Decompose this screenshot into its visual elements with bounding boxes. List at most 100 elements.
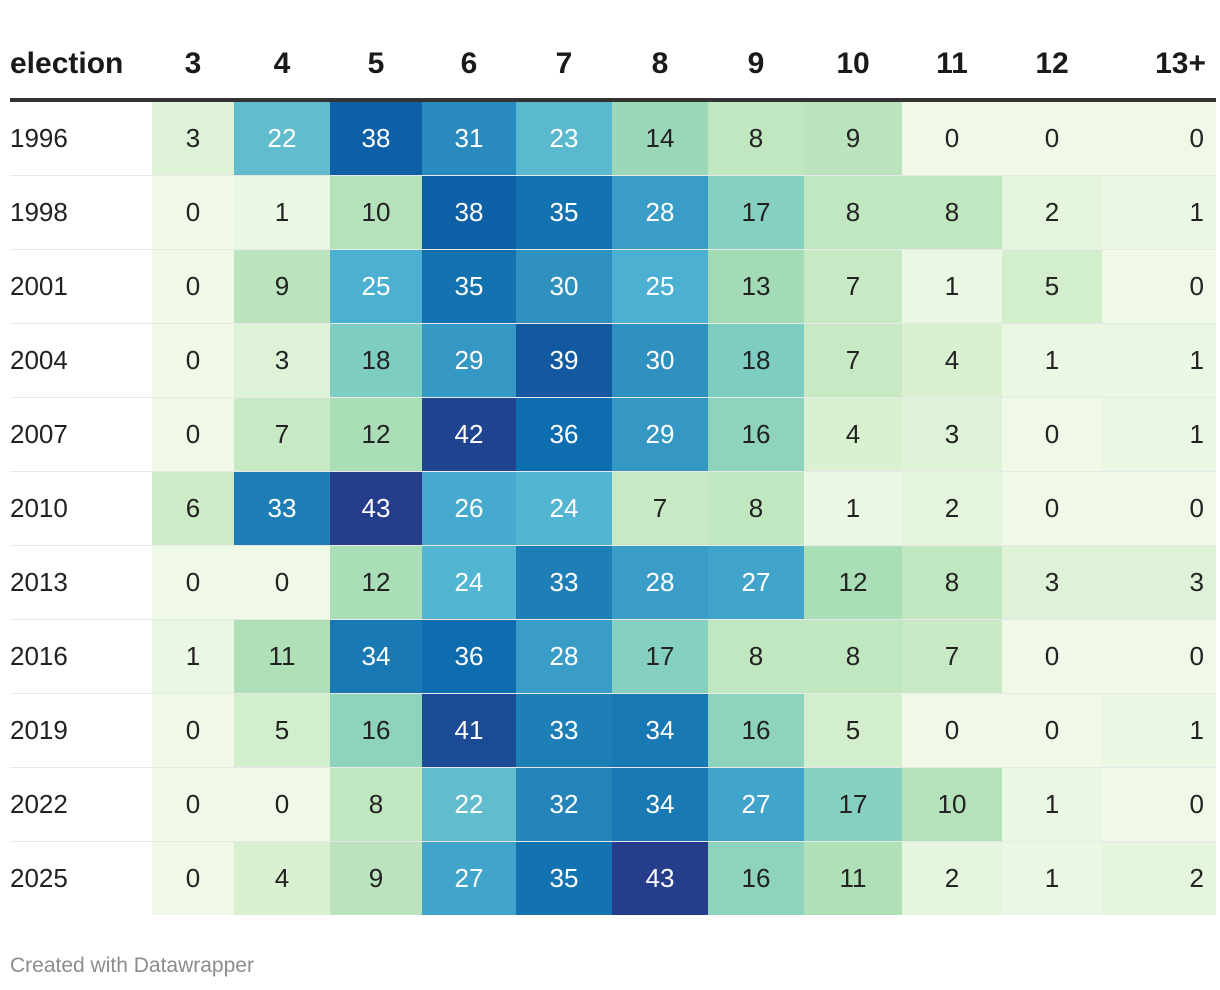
heatmap-cell: 42 bbox=[422, 397, 516, 472]
heatmap-cell: 16 bbox=[708, 397, 804, 472]
heatmap-cell: 12 bbox=[330, 545, 422, 620]
heatmap-cell: 8 bbox=[804, 175, 902, 250]
heatmap-cell: 36 bbox=[516, 397, 612, 472]
heatmap-cell: 7 bbox=[234, 397, 330, 472]
row-label: 2022 bbox=[10, 767, 152, 842]
row-label: 2001 bbox=[10, 249, 152, 324]
column-header: 11 bbox=[902, 30, 1002, 102]
header-election: election bbox=[10, 30, 152, 102]
heatmap-cell: 0 bbox=[152, 767, 234, 842]
heatmap-cell: 5 bbox=[804, 693, 902, 768]
table-row: 1996 3 22 38 31 23 14 8 9 0 0 0 bbox=[10, 100, 1216, 176]
table-row: 2025 0 4 9 27 35 43 16 11 2 1 2 bbox=[10, 841, 1216, 915]
heatmap-cell: 13 bbox=[708, 249, 804, 324]
heatmap-cell: 24 bbox=[516, 471, 612, 546]
heatmap-cell: 0 bbox=[902, 100, 1002, 176]
heatmap-cell: 1 bbox=[1102, 175, 1216, 250]
column-header: 4 bbox=[234, 30, 330, 102]
table-row: 2016 1 11 34 36 28 17 8 8 7 0 0 bbox=[10, 619, 1216, 694]
heatmap-cell: 30 bbox=[612, 323, 708, 398]
heatmap-cell: 8 bbox=[708, 100, 804, 176]
column-header: 7 bbox=[516, 30, 612, 102]
heatmap-cell: 3 bbox=[152, 100, 234, 176]
heatmap-cell: 5 bbox=[234, 693, 330, 768]
heatmap-cell: 34 bbox=[612, 767, 708, 842]
heatmap-cell: 0 bbox=[152, 693, 234, 768]
heatmap-cell: 31 bbox=[422, 100, 516, 176]
heatmap-cell: 33 bbox=[234, 471, 330, 546]
heatmap-cell: 1 bbox=[1102, 397, 1216, 472]
heatmap-cell: 30 bbox=[516, 249, 612, 324]
heatmap-cell: 10 bbox=[902, 767, 1002, 842]
heatmap-cell: 1 bbox=[1002, 841, 1102, 915]
heatmap-cell: 39 bbox=[516, 323, 612, 398]
heatmap-cell: 0 bbox=[1002, 471, 1102, 546]
heatmap-cell: 8 bbox=[708, 619, 804, 694]
heatmap-cell: 8 bbox=[708, 471, 804, 546]
heatmap-cell: 0 bbox=[152, 323, 234, 398]
heatmap-cell: 0 bbox=[1102, 471, 1216, 546]
heatmap-cell: 43 bbox=[330, 471, 422, 546]
column-header: 9 bbox=[708, 30, 804, 102]
heatmap-cell: 17 bbox=[612, 619, 708, 694]
heatmap-cell: 36 bbox=[422, 619, 516, 694]
heatmap-cell: 3 bbox=[902, 397, 1002, 472]
heatmap-cell: 29 bbox=[612, 397, 708, 472]
heatmap-cell: 28 bbox=[612, 545, 708, 620]
heatmap-cell: 41 bbox=[422, 693, 516, 768]
heatmap-cell: 0 bbox=[1002, 100, 1102, 176]
heatmap-cell: 9 bbox=[804, 100, 902, 176]
column-header: 10 bbox=[804, 30, 902, 102]
heatmap-cell: 8 bbox=[902, 545, 1002, 620]
heatmap-cell: 2 bbox=[1102, 841, 1216, 915]
heatmap-cell: 7 bbox=[804, 323, 902, 398]
heatmap-cell: 24 bbox=[422, 545, 516, 620]
heatmap-cell: 9 bbox=[330, 841, 422, 915]
row-label: 2010 bbox=[10, 471, 152, 546]
heatmap-cell: 12 bbox=[330, 397, 422, 472]
heatmap-cell: 35 bbox=[516, 841, 612, 915]
heatmap-cell: 2 bbox=[902, 841, 1002, 915]
heatmap-cell: 4 bbox=[234, 841, 330, 915]
heatmap-cell: 35 bbox=[516, 175, 612, 250]
heatmap-cell: 0 bbox=[902, 693, 1002, 768]
heatmap-cell: 0 bbox=[152, 249, 234, 324]
heatmap-cell: 1 bbox=[234, 175, 330, 250]
heatmap-cell: 0 bbox=[1002, 619, 1102, 694]
table-body: 1996 3 22 38 31 23 14 8 9 0 0 0 1998 0 1 10 38 35 28 17 8 8 2 1… bbox=[10, 100, 1216, 915]
column-header: 13+ bbox=[1102, 30, 1216, 102]
heatmap-cell: 1 bbox=[902, 249, 1002, 324]
column-header: 12 bbox=[1002, 30, 1102, 102]
row-label: 2013 bbox=[10, 545, 152, 620]
heatmap-cell: 0 bbox=[1102, 249, 1216, 324]
heatmap-cell: 0 bbox=[1102, 100, 1216, 176]
heatmap-cell: 35 bbox=[422, 249, 516, 324]
table-row: 1998 0 1 10 38 35 28 17 8 8 2 1 bbox=[10, 175, 1216, 250]
table-row: 2007 0 7 12 42 36 29 16 4 3 0 1 bbox=[10, 397, 1216, 472]
table-row: 2004 0 3 18 29 39 30 18 7 4 1 1 bbox=[10, 323, 1216, 398]
heatmap-cell: 33 bbox=[516, 693, 612, 768]
heatmap-cell: 1 bbox=[1002, 323, 1102, 398]
column-header: 6 bbox=[422, 30, 516, 102]
row-label: 2004 bbox=[10, 323, 152, 398]
heatmap-cell: 0 bbox=[234, 545, 330, 620]
heatmap-cell: 0 bbox=[1002, 397, 1102, 472]
heatmap-cell: 5 bbox=[1002, 249, 1102, 324]
heatmap-cell: 7 bbox=[902, 619, 1002, 694]
heatmap-cell: 1 bbox=[152, 619, 234, 694]
heatmap-cell: 12 bbox=[804, 545, 902, 620]
heatmap-cell: 6 bbox=[152, 471, 234, 546]
heatmap-cell: 11 bbox=[234, 619, 330, 694]
heatmap-cell: 26 bbox=[422, 471, 516, 546]
heatmap-cell: 23 bbox=[516, 100, 612, 176]
heatmap-cell: 32 bbox=[516, 767, 612, 842]
heatmap-cell: 1 bbox=[804, 471, 902, 546]
row-label: 2019 bbox=[10, 693, 152, 768]
heatmap-cell: 2 bbox=[902, 471, 1002, 546]
column-header: 8 bbox=[612, 30, 708, 102]
heatmap-cell: 38 bbox=[330, 100, 422, 176]
heatmap-cell: 17 bbox=[804, 767, 902, 842]
heatmap-cell: 18 bbox=[708, 323, 804, 398]
heatmap-cell: 1 bbox=[1102, 693, 1216, 768]
heatmap-cell: 16 bbox=[330, 693, 422, 768]
